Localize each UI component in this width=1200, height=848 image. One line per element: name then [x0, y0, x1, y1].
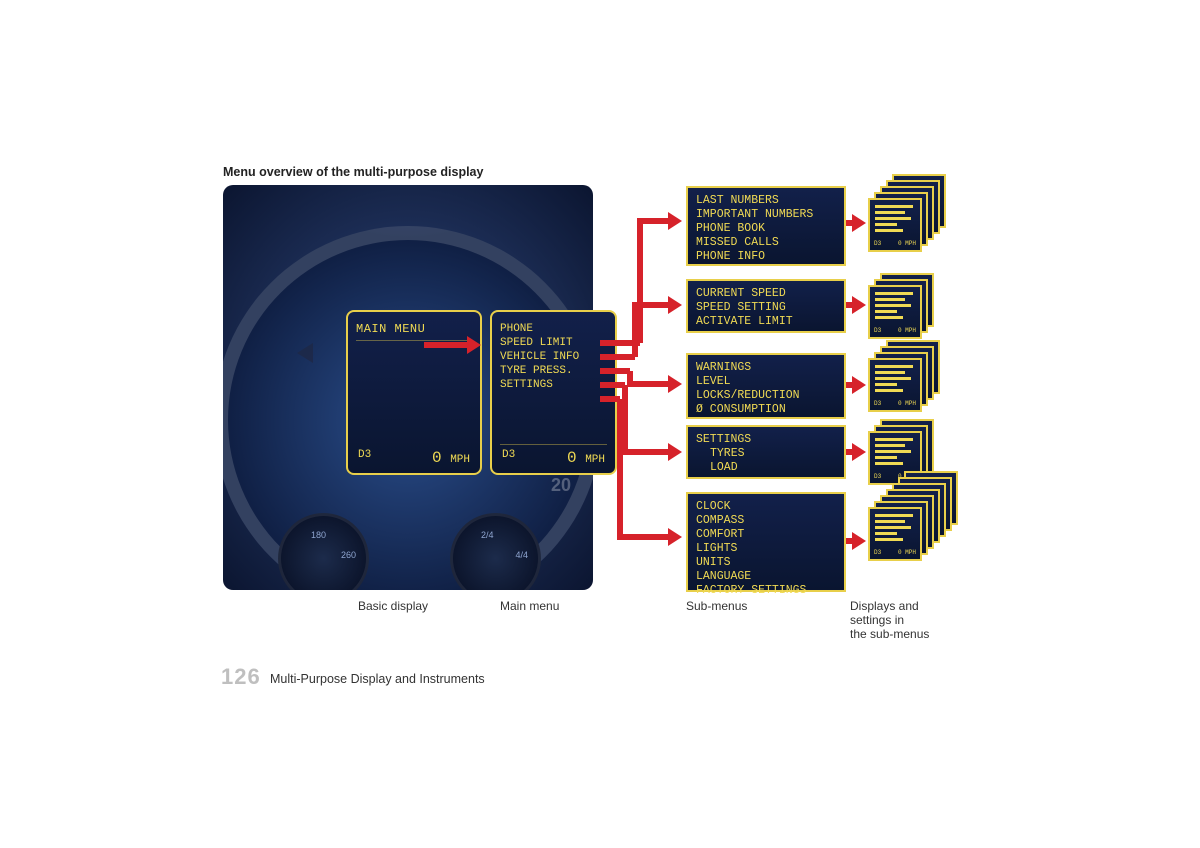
arrow-head-icon	[852, 532, 866, 550]
caption-stacks: Displays and settings in the sub-menus	[850, 599, 929, 641]
arrow-head-icon	[668, 528, 682, 546]
main-menu-item: SETTINGS	[500, 378, 607, 392]
submenu-item: LOAD	[696, 461, 836, 475]
submenu-item: CLOCK	[696, 500, 836, 514]
basic-display-footer: D3 0 MPH	[348, 449, 480, 467]
display-stack: D30 MPH	[868, 198, 950, 268]
submenu-panel: WARNINGSLEVELLOCKS/REDUCTIONØ CONSUMPTIO…	[686, 353, 846, 419]
card-footer: D30 MPH	[874, 549, 916, 556]
display-card: D30 MPH	[868, 198, 922, 252]
arrow-head-icon	[852, 376, 866, 394]
card-footer: D30 MPH	[874, 240, 916, 247]
display-card: D30 MPH	[868, 285, 922, 339]
arrow-head-icon	[668, 212, 682, 230]
display-stack: D30 MPH	[868, 507, 950, 577]
submenu-item: PHONE BOOK	[696, 222, 836, 236]
panel-divider	[500, 444, 607, 445]
card-bars-icon	[875, 438, 915, 468]
main-menu-items: PHONESPEED LIMITVEHICLE INFOTYRE PRESS.S…	[500, 322, 607, 392]
dial-tick-20: 20	[551, 475, 571, 496]
submenu-item: WARNINGS	[696, 361, 836, 375]
gear-indicator: D3	[358, 449, 371, 467]
submenu-item: LAST NUMBERS	[696, 194, 836, 208]
submenu-item: SPEED SETTING	[696, 301, 836, 315]
arrow-head-icon	[852, 296, 866, 314]
basic-display-panel: MAIN MENU D3 0 MPH	[346, 310, 482, 475]
card-bars-icon	[875, 514, 915, 544]
display-card: D30 MPH	[868, 358, 922, 412]
submenu-panel: SETTINGSTYRESLOAD	[686, 425, 846, 479]
display-card: D30 MPH	[868, 507, 922, 561]
submenu-item: LEVEL	[696, 375, 836, 389]
caption-basic: Basic display	[358, 599, 428, 613]
submenu-item: TYRES	[696, 447, 836, 461]
submenu-item: SETTINGS	[696, 433, 836, 447]
arrow-head-icon	[668, 375, 682, 393]
submenu-item: COMPASS	[696, 514, 836, 528]
submenu-item: LANGUAGE	[696, 570, 836, 584]
gear-indicator: D3	[502, 449, 515, 467]
submenu-item: IMPORTANT NUMBERS	[696, 208, 836, 222]
display-stack: D30 MPH	[868, 358, 950, 428]
main-menu-item: TYRE PRESS.	[500, 364, 607, 378]
caption-main: Main menu	[500, 599, 559, 613]
submenu-item: FACTORY SETTINGS	[696, 584, 836, 598]
back-arrow-icon	[297, 343, 313, 363]
main-menu-footer: D3 0 MPH	[492, 449, 615, 467]
arrow-head-icon	[852, 443, 866, 461]
card-bars-icon	[875, 292, 915, 322]
submenu-item: Ø CONSUMPTION	[696, 403, 836, 417]
submenu-item: CURRENT SPEED	[696, 287, 836, 301]
section-name: Multi-Purpose Display and Instruments	[270, 672, 485, 686]
submenu-panel: CLOCKCOMPASSCOMFORTLIGHTSUNITSLANGUAGEFA…	[686, 492, 846, 592]
arrow-head-icon	[668, 443, 682, 461]
page-title: Menu overview of the multi-purpose displ…	[223, 165, 483, 179]
card-bars-icon	[875, 365, 915, 395]
caption-sub: Sub-menus	[686, 599, 747, 613]
page-number: 126	[221, 664, 261, 690]
submenu-item: PHONE INFO	[696, 250, 836, 264]
basic-display-title: MAIN MENU	[356, 322, 472, 336]
main-menu-item: SPEED LIMIT	[500, 336, 607, 350]
arrow-head-icon	[668, 296, 682, 314]
card-footer: D30 MPH	[874, 400, 916, 407]
submenu-panel: CURRENT SPEEDSPEED SETTINGACTIVATE LIMIT	[686, 279, 846, 333]
arrow-head-icon	[852, 214, 866, 232]
card-bars-icon	[875, 205, 915, 235]
submenu-item: LIGHTS	[696, 542, 836, 556]
card-footer: D30 MPH	[874, 327, 916, 334]
submenu-panel: LAST NUMBERSIMPORTANT NUMBERSPHONE BOOKM…	[686, 186, 846, 266]
submenu-item: MISSED CALLS	[696, 236, 836, 250]
submenu-item: UNITS	[696, 556, 836, 570]
submenu-item: ACTIVATE LIMIT	[696, 315, 836, 329]
submenu-item: COMFORT	[696, 528, 836, 542]
main-menu-panel: PHONESPEED LIMITVEHICLE INFOTYRE PRESS.S…	[490, 310, 617, 475]
speed-readout: 0 MPH	[432, 449, 470, 467]
main-menu-item: PHONE	[500, 322, 607, 336]
panel-divider	[356, 340, 472, 341]
submenu-item: LOCKS/REDUCTION	[696, 389, 836, 403]
page: Menu overview of the multi-purpose displ…	[0, 0, 1200, 848]
main-menu-item: VEHICLE INFO	[500, 350, 607, 364]
arrow-head-icon	[467, 336, 481, 354]
speed-readout: 0 MPH	[567, 449, 605, 467]
